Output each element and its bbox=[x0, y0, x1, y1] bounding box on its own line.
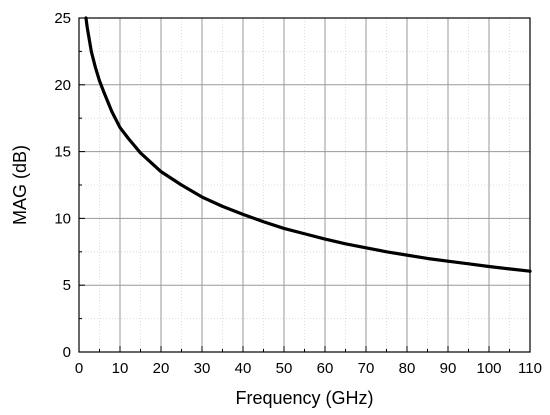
x-tick-label: 30 bbox=[194, 360, 211, 377]
x-tick-label: 70 bbox=[358, 360, 375, 377]
x-tick-label: 60 bbox=[317, 360, 334, 377]
x-axis-title: Frequency (GHz) bbox=[235, 388, 373, 408]
y-tick-label: 0 bbox=[63, 344, 71, 361]
x-tick-label: 80 bbox=[399, 360, 416, 377]
x-tick-label: 10 bbox=[112, 360, 129, 377]
y-axis-title: MAG (dB) bbox=[10, 145, 30, 225]
y-tick-label: 25 bbox=[54, 10, 71, 27]
x-tick-label: 100 bbox=[476, 360, 501, 377]
x-tick-label: 50 bbox=[276, 360, 293, 377]
y-tick-label: 20 bbox=[54, 77, 71, 94]
y-tick-label: 10 bbox=[54, 210, 71, 227]
x-tick-label: 0 bbox=[75, 360, 83, 377]
x-tick-label: 40 bbox=[235, 360, 252, 377]
x-tick-label: 90 bbox=[440, 360, 457, 377]
y-tick-label: 5 bbox=[63, 277, 71, 294]
y-tick-labels: 0 5 10 15 20 25 bbox=[54, 10, 71, 361]
x-tick-labels: 0 10 20 30 40 50 60 70 80 90 100 110 bbox=[75, 360, 542, 377]
y-tick-label: 15 bbox=[54, 144, 71, 161]
x-tick-label: 110 bbox=[518, 360, 542, 377]
axis-ticks bbox=[78, 17, 531, 353]
grid bbox=[79, 18, 530, 352]
x-tick-label: 20 bbox=[153, 360, 170, 377]
series-line-mag bbox=[84, 16, 532, 273]
